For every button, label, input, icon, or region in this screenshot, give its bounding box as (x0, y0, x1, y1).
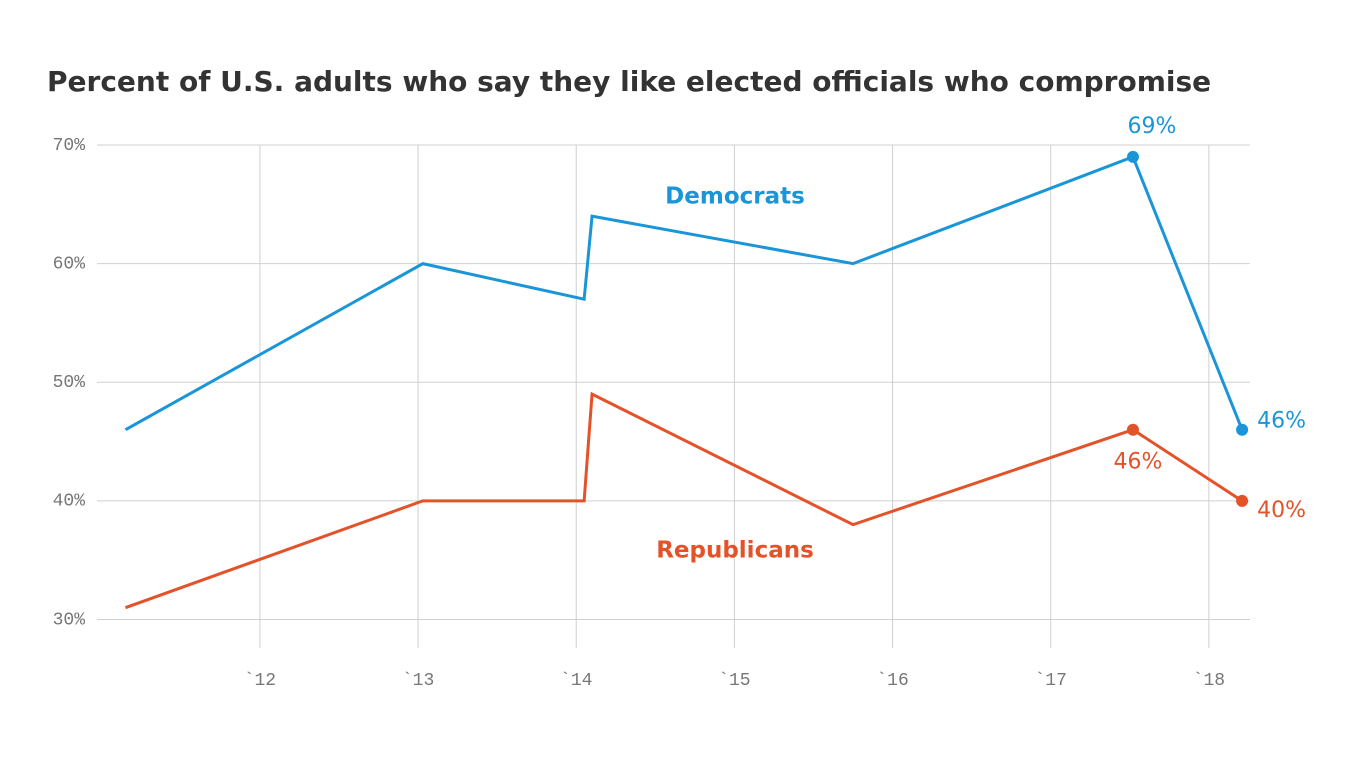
x-tick-label: `17 (1035, 671, 1067, 691)
y-tick-label: 30% (53, 610, 86, 630)
value-label: 40% (1257, 498, 1306, 523)
point (1236, 494, 1249, 507)
series-label: Democrats (665, 184, 805, 210)
y-tick-label: 60% (53, 254, 86, 274)
value-label: 46% (1257, 409, 1306, 434)
y-tick-label: 50% (53, 373, 86, 393)
x-tick-label: `15 (718, 671, 750, 691)
value-label: 46% (1114, 450, 1163, 475)
x-tick-label: `14 (560, 671, 592, 691)
y-tick-label: 70% (53, 136, 86, 156)
x-tick-label: `13 (402, 671, 434, 691)
x-tick-label: `18 (1193, 671, 1225, 691)
series-label: Republicans (656, 538, 814, 564)
point (1126, 423, 1139, 436)
x-tick-label: `16 (876, 671, 908, 691)
value-label: 69% (1128, 114, 1177, 139)
y-tick-label: 40% (53, 492, 86, 512)
x-tick-label: `12 (244, 671, 276, 691)
point (1126, 150, 1139, 163)
chart-title: Percent of U.S. adults who say they like… (47, 65, 1211, 98)
point (1236, 423, 1249, 436)
